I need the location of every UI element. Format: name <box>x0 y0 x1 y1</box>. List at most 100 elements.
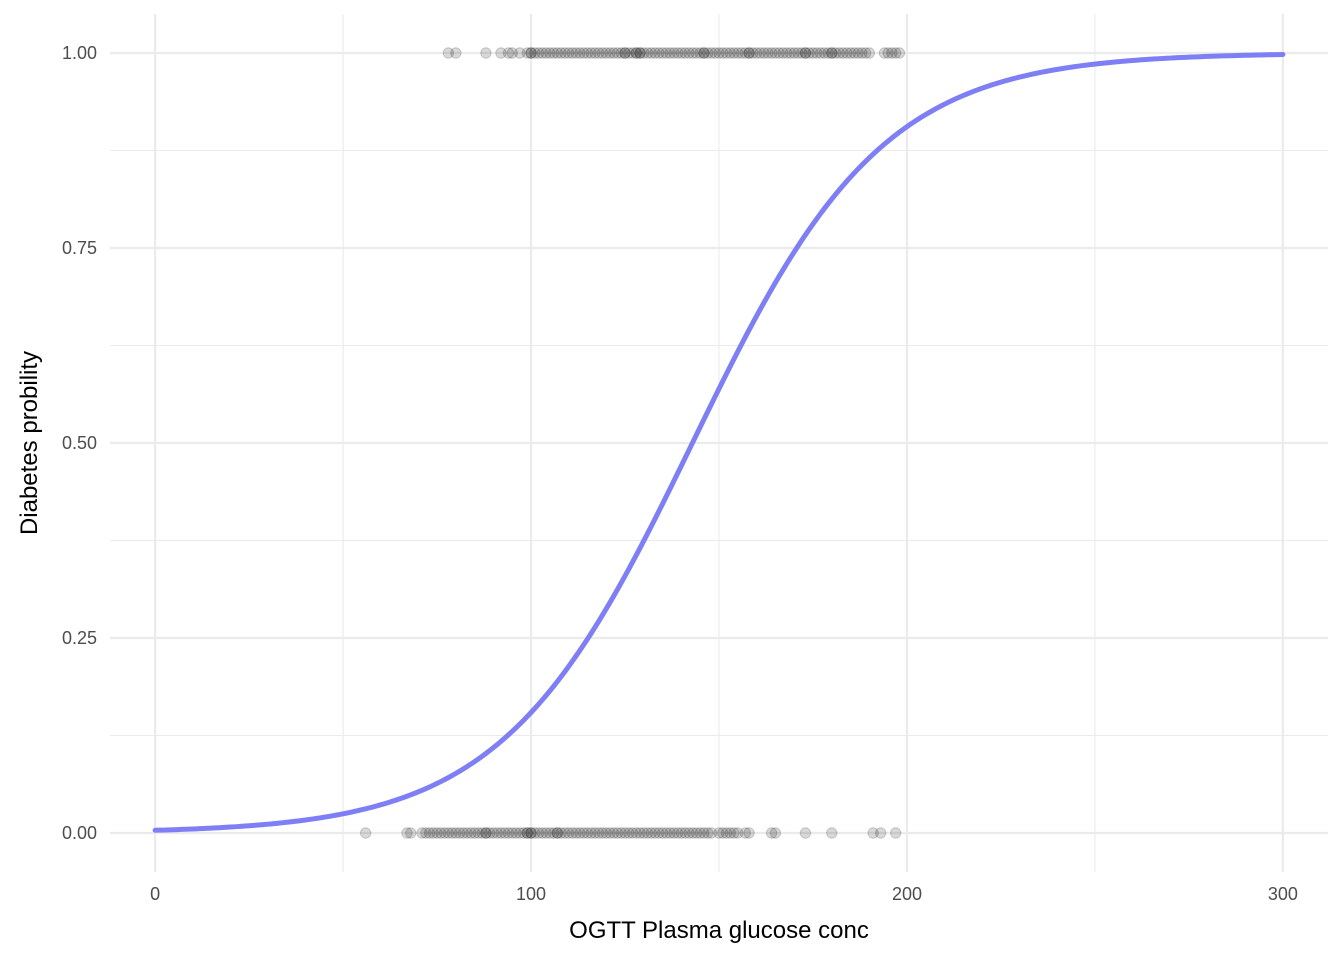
data-point <box>630 47 642 59</box>
data-point <box>453 827 466 839</box>
data-point <box>547 47 560 59</box>
data-point <box>593 827 605 839</box>
data-point <box>615 827 627 839</box>
data-point <box>826 47 838 59</box>
data-point <box>698 47 710 59</box>
data-point <box>562 47 575 59</box>
data-point <box>660 827 673 839</box>
data-points <box>359 47 906 839</box>
data-point <box>867 827 879 839</box>
data-point <box>702 47 714 59</box>
data-point <box>811 47 823 59</box>
data-point <box>664 827 676 839</box>
data-point <box>649 827 661 839</box>
data-point <box>735 47 748 59</box>
data-point <box>581 827 594 839</box>
data-point <box>694 47 706 59</box>
data-point <box>863 47 876 59</box>
data-point <box>589 827 601 839</box>
data-point <box>540 827 552 839</box>
data-point <box>450 47 462 59</box>
data-point <box>608 827 620 839</box>
data-point <box>536 47 549 59</box>
data-point <box>619 47 631 59</box>
data-point <box>623 827 635 839</box>
data-point <box>765 47 778 59</box>
data-point <box>743 827 755 839</box>
data-point <box>889 827 902 839</box>
data-point <box>420 827 432 839</box>
data-point <box>446 827 458 839</box>
x-tick-label: 300 <box>1268 884 1298 904</box>
data-point <box>713 827 725 839</box>
data-point <box>544 827 556 839</box>
data-point <box>634 47 646 59</box>
x-axis-tick-labels: 0 100 200 300 <box>150 884 1298 904</box>
x-tick-label: 0 <box>150 884 160 904</box>
y-axis-title: Diabetes probility <box>16 351 43 535</box>
data-point <box>788 47 800 59</box>
data-point <box>480 827 492 839</box>
data-point <box>619 827 631 839</box>
data-point <box>645 827 658 839</box>
data-point <box>739 827 752 839</box>
y-tick-label: 0.25 <box>62 628 97 648</box>
data-point <box>668 827 680 839</box>
data-point <box>874 827 887 839</box>
data-point <box>747 47 759 59</box>
data-point <box>525 827 537 839</box>
data-point <box>649 47 661 59</box>
data-point <box>551 47 564 59</box>
data-point <box>521 827 533 839</box>
data-point <box>690 827 703 839</box>
data-point <box>833 47 845 59</box>
data-point <box>893 47 906 59</box>
data-point <box>615 47 627 59</box>
y-tick-label: 0.75 <box>62 238 97 258</box>
data-point <box>359 827 372 839</box>
data-point <box>529 827 541 839</box>
data-point <box>525 47 537 59</box>
data-point <box>472 827 485 839</box>
data-point <box>683 827 695 839</box>
data-point <box>608 47 620 59</box>
data-point <box>476 827 488 839</box>
data-point <box>442 827 455 839</box>
data-point <box>427 827 439 839</box>
data-point <box>577 47 590 59</box>
data-point <box>713 47 725 59</box>
data-point <box>724 47 736 59</box>
x-tick-label: 200 <box>892 884 922 904</box>
data-point <box>619 47 631 59</box>
data-point <box>769 47 782 59</box>
data-point <box>686 47 699 59</box>
data-point <box>882 47 894 59</box>
data-point <box>540 47 552 59</box>
data-point <box>521 47 533 59</box>
data-point <box>645 47 658 59</box>
data-point <box>502 47 515 59</box>
data-point <box>483 827 496 839</box>
data-point <box>405 827 417 839</box>
major-gridlines <box>110 14 1328 872</box>
data-point <box>705 47 718 59</box>
data-point <box>480 47 492 59</box>
data-point <box>653 827 665 839</box>
data-point <box>506 47 518 59</box>
data-point <box>555 47 567 59</box>
data-point <box>653 47 665 59</box>
data-point <box>465 827 477 839</box>
data-point <box>720 827 733 839</box>
data-point <box>577 827 590 839</box>
data-point <box>611 827 624 839</box>
data-point <box>521 827 533 839</box>
data-point <box>547 827 560 839</box>
data-point <box>732 827 744 839</box>
data-point <box>762 47 774 59</box>
data-point <box>717 827 729 839</box>
data-point <box>818 47 830 59</box>
data-point <box>559 827 571 839</box>
data-point <box>743 47 755 59</box>
data-point <box>438 827 451 839</box>
data-point <box>852 47 864 59</box>
